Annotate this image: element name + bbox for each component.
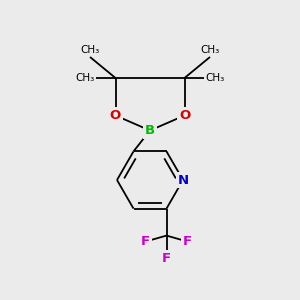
Text: O: O — [179, 109, 190, 122]
Text: CH₃: CH₃ — [200, 45, 220, 55]
Text: CH₃: CH₃ — [75, 73, 94, 83]
Text: CH₃: CH₃ — [206, 73, 225, 83]
Text: O: O — [110, 109, 121, 122]
Text: F: F — [162, 252, 171, 265]
Text: CH₃: CH₃ — [80, 45, 100, 55]
Text: F: F — [183, 235, 192, 248]
Text: N: N — [177, 173, 189, 187]
Text: B: B — [145, 124, 155, 137]
Text: F: F — [141, 235, 150, 248]
